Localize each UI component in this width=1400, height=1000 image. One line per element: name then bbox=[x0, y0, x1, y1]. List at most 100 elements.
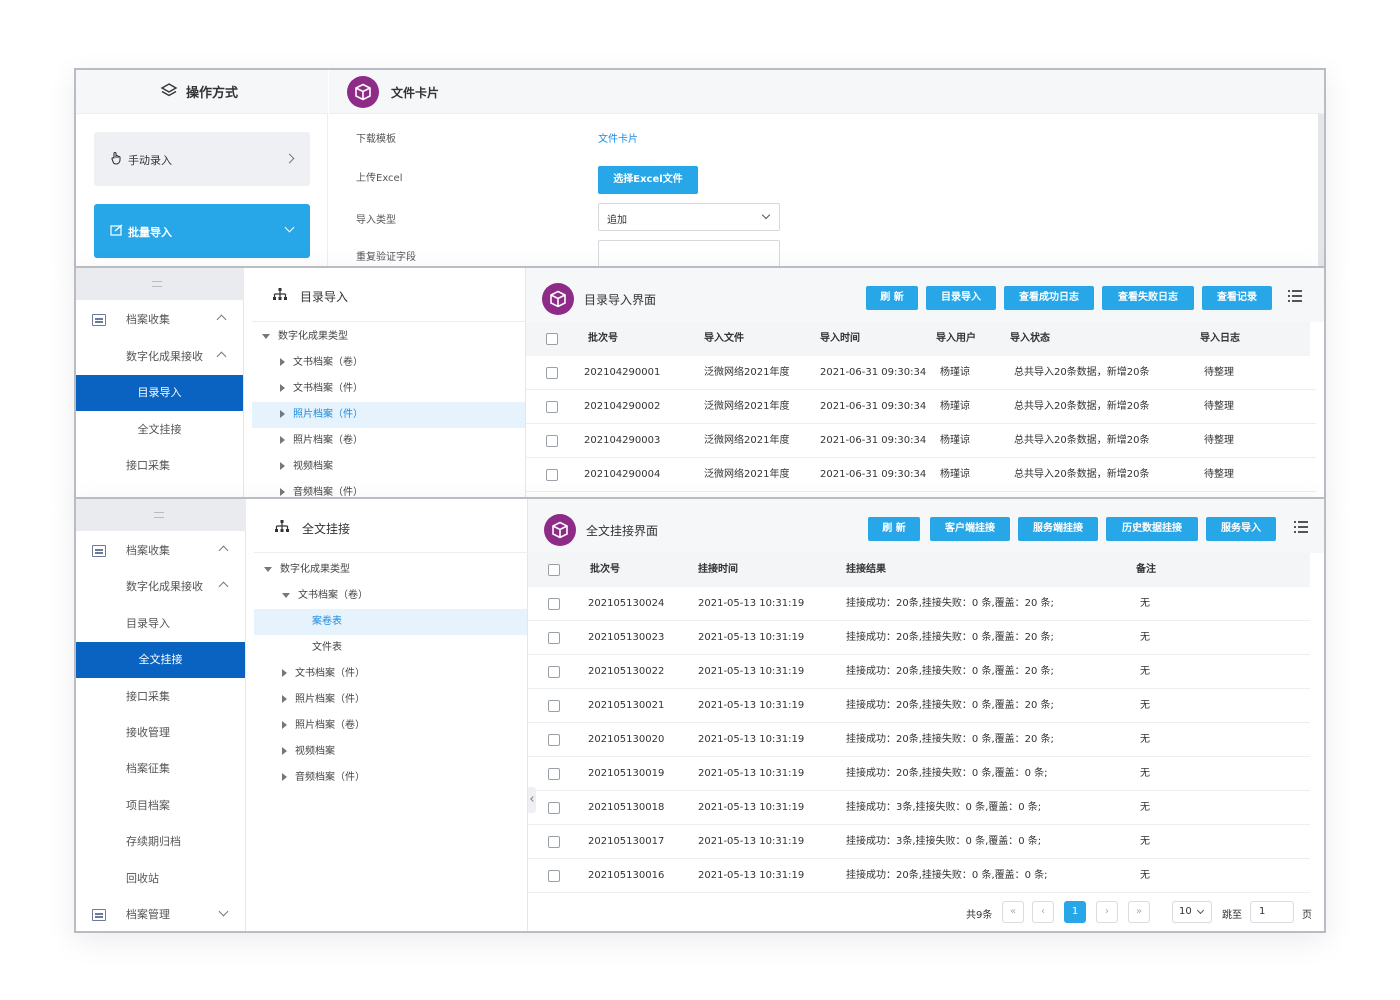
table-row[interactable]: 202105130020 2021-05-13 10:31:19 挂接成功：20条,… bbox=[528, 723, 1310, 757]
tree-node[interactable]: 照片档案（件） bbox=[252, 402, 525, 428]
refresh-button[interactable]: 刷 新 bbox=[868, 517, 920, 541]
sidebar-item-fulltext-attach[interactable]: 全文挂接 bbox=[76, 412, 243, 448]
success-log-button[interactable]: 查看成功日志 bbox=[1004, 286, 1094, 310]
tree-node[interactable]: 照片档案（卷） bbox=[254, 713, 527, 739]
server-attach-button[interactable]: 服务端挂接 bbox=[1018, 517, 1098, 541]
table-row[interactable]: 202105130024 2021-05-13 10:31:19 挂接成功：20条,… bbox=[528, 587, 1310, 621]
tree-node[interactable]: 数字化成果类型 bbox=[254, 557, 527, 583]
caret-right-icon[interactable] bbox=[280, 462, 285, 470]
sidebar-item-interface-collect[interactable]: 接口采集 bbox=[76, 448, 243, 484]
sidebar-collapse-bar[interactable] bbox=[76, 499, 246, 531]
sidebar-item[interactable]: 档案管理 bbox=[76, 897, 245, 931]
manual-entry-button[interactable]: 手动录入 bbox=[94, 132, 310, 186]
view-records-button[interactable]: 查看记录 bbox=[1202, 286, 1272, 310]
row-checkbox[interactable] bbox=[548, 870, 560, 882]
sidebar-item[interactable]: 目录导入 bbox=[76, 606, 245, 642]
collapse-handle[interactable] bbox=[528, 787, 536, 813]
sidebar-item[interactable]: 全文挂接 bbox=[76, 642, 245, 679]
batch-import-button[interactable]: 批量导入 bbox=[94, 204, 310, 258]
sidebar-item[interactable]: 档案征集 bbox=[76, 751, 245, 787]
sidebar-item[interactable]: 数字化成果接收 bbox=[76, 569, 245, 605]
sidebar-item-digital-receive[interactable]: 数字化成果接收 bbox=[76, 339, 243, 375]
row-checkbox[interactable] bbox=[546, 469, 558, 481]
catalog-import-button[interactable]: 目录导入 bbox=[926, 286, 996, 310]
table-row[interactable]: 202105130021 2021-05-13 10:31:19 挂接成功：20条,… bbox=[528, 689, 1310, 723]
table-row[interactable]: 202104290001 泛微网络2021年度 2021-06-31 09:30:3… bbox=[526, 356, 1316, 390]
tree-node[interactable]: 数字化成果类型 bbox=[252, 324, 525, 350]
tree-node[interactable]: 文件表 bbox=[254, 635, 527, 661]
caret-down-icon[interactable] bbox=[262, 333, 270, 339]
table-row[interactable]: 202104290002 泛微网络2021年度 2021-06-31 09:30:3… bbox=[526, 390, 1316, 424]
history-attach-button[interactable]: 历史数据挂接 bbox=[1106, 517, 1198, 541]
tree-node[interactable]: 案卷表 bbox=[254, 609, 527, 635]
caret-right-icon[interactable] bbox=[280, 436, 285, 444]
caret-right-icon[interactable] bbox=[280, 358, 285, 366]
table-row[interactable]: 202104290004 泛微网络2021年度 2021-06-31 09:30:3… bbox=[526, 458, 1316, 492]
row-checkbox[interactable] bbox=[548, 666, 560, 678]
sidebar-item[interactable]: 接口采集 bbox=[76, 679, 245, 715]
first-page-button[interactable]: « bbox=[1002, 901, 1024, 923]
caret-right-icon[interactable] bbox=[282, 773, 287, 781]
row-checkbox[interactable] bbox=[548, 598, 560, 610]
tree-node[interactable]: 文书档案（卷） bbox=[254, 583, 527, 609]
current-page-button[interactable]: 1 bbox=[1064, 901, 1086, 923]
caret-right-icon[interactable] bbox=[280, 488, 285, 496]
sidebar-item[interactable]: 档案收集 bbox=[76, 533, 245, 569]
list-menu-icon[interactable] bbox=[1288, 290, 1302, 302]
sidebar-item[interactable]: 存续期归档 bbox=[76, 824, 245, 860]
sidebar-item[interactable]: 回收站 bbox=[76, 861, 245, 897]
refresh-button[interactable]: 刷 新 bbox=[866, 286, 918, 310]
row-checkbox[interactable] bbox=[546, 435, 558, 447]
row-checkbox[interactable] bbox=[548, 768, 560, 780]
table-row[interactable]: 202105130017 2021-05-13 10:31:19 挂接成功：3条,挂… bbox=[528, 825, 1310, 859]
row-checkbox[interactable] bbox=[546, 401, 558, 413]
select-all-checkbox[interactable] bbox=[548, 564, 560, 576]
select-all-checkbox[interactable] bbox=[546, 333, 558, 345]
sidebar-item[interactable]: 项目档案 bbox=[76, 788, 245, 824]
sidebar-collapse-bar[interactable] bbox=[76, 268, 244, 300]
table-row[interactable]: 202104290003 泛微网络2021年度 2021-06-31 09:30:3… bbox=[526, 424, 1316, 458]
last-page-button[interactable]: » bbox=[1128, 901, 1150, 923]
caret-down-icon[interactable] bbox=[282, 592, 290, 598]
tree-node[interactable]: 文书档案（卷） bbox=[252, 350, 525, 376]
tree-node[interactable]: 视频档案 bbox=[254, 739, 527, 765]
list-menu-icon[interactable] bbox=[1294, 521, 1308, 533]
tree-node[interactable]: 音频档案（件） bbox=[254, 765, 527, 791]
tree-node[interactable]: 音频档案（件） bbox=[252, 480, 525, 498]
dedupe-field-input[interactable] bbox=[598, 240, 780, 266]
caret-right-icon[interactable] bbox=[282, 669, 287, 677]
table-row[interactable]: 202105130019 2021-05-13 10:31:19 挂接成功：20条,… bbox=[528, 757, 1310, 791]
import-type-select[interactable]: 追加 bbox=[598, 203, 780, 231]
tree-node[interactable]: 文书档案（件） bbox=[252, 376, 525, 402]
row-checkbox[interactable] bbox=[548, 802, 560, 814]
download-template-link[interactable]: 文件卡片 bbox=[598, 134, 638, 145]
sidebar-item-catalog-import[interactable]: 目录导入 bbox=[76, 375, 243, 411]
tree-node[interactable]: 视频档案 bbox=[252, 454, 525, 480]
caret-right-icon[interactable] bbox=[282, 747, 287, 755]
row-checkbox[interactable] bbox=[548, 734, 560, 746]
caret-right-icon[interactable] bbox=[282, 695, 287, 703]
table-row[interactable]: 202105130023 2021-05-13 10:31:19 挂接成功：20条,… bbox=[528, 621, 1310, 655]
tree-node[interactable]: 文书档案（件） bbox=[254, 661, 527, 687]
table-row[interactable]: 202105130022 2021-05-13 10:31:19 挂接成功：20条,… bbox=[528, 655, 1310, 689]
table-row[interactable]: 202105130018 2021-05-13 10:31:19 挂接成功：3条,挂… bbox=[528, 791, 1310, 825]
next-page-button[interactable]: › bbox=[1096, 901, 1118, 923]
sidebar-item[interactable]: 接收管理 bbox=[76, 715, 245, 751]
prev-page-button[interactable]: ‹ bbox=[1032, 901, 1054, 923]
goto-page-input[interactable]: 1 bbox=[1250, 901, 1294, 923]
table-row[interactable]: 202105130016 2021-05-13 10:31:19 挂接成功：20条,… bbox=[528, 859, 1310, 893]
service-import-button[interactable]: 服务导入 bbox=[1206, 517, 1276, 541]
tree-node[interactable]: 照片档案（卷） bbox=[252, 428, 525, 454]
scrollbar[interactable] bbox=[1318, 114, 1324, 266]
tree-node[interactable]: 照片档案（件） bbox=[254, 687, 527, 713]
caret-right-icon[interactable] bbox=[280, 410, 285, 418]
row-checkbox[interactable] bbox=[546, 367, 558, 379]
caret-right-icon[interactable] bbox=[282, 721, 287, 729]
failure-log-button[interactable]: 查看失败日志 bbox=[1102, 286, 1194, 310]
row-checkbox[interactable] bbox=[548, 632, 560, 644]
caret-down-icon[interactable] bbox=[264, 566, 272, 572]
client-attach-button[interactable]: 客户端挂接 bbox=[930, 517, 1010, 541]
sidebar-item-archive-collect[interactable]: 档案收集 bbox=[76, 302, 243, 338]
page-size-select[interactable]: 10 bbox=[1172, 901, 1212, 923]
caret-right-icon[interactable] bbox=[280, 384, 285, 392]
